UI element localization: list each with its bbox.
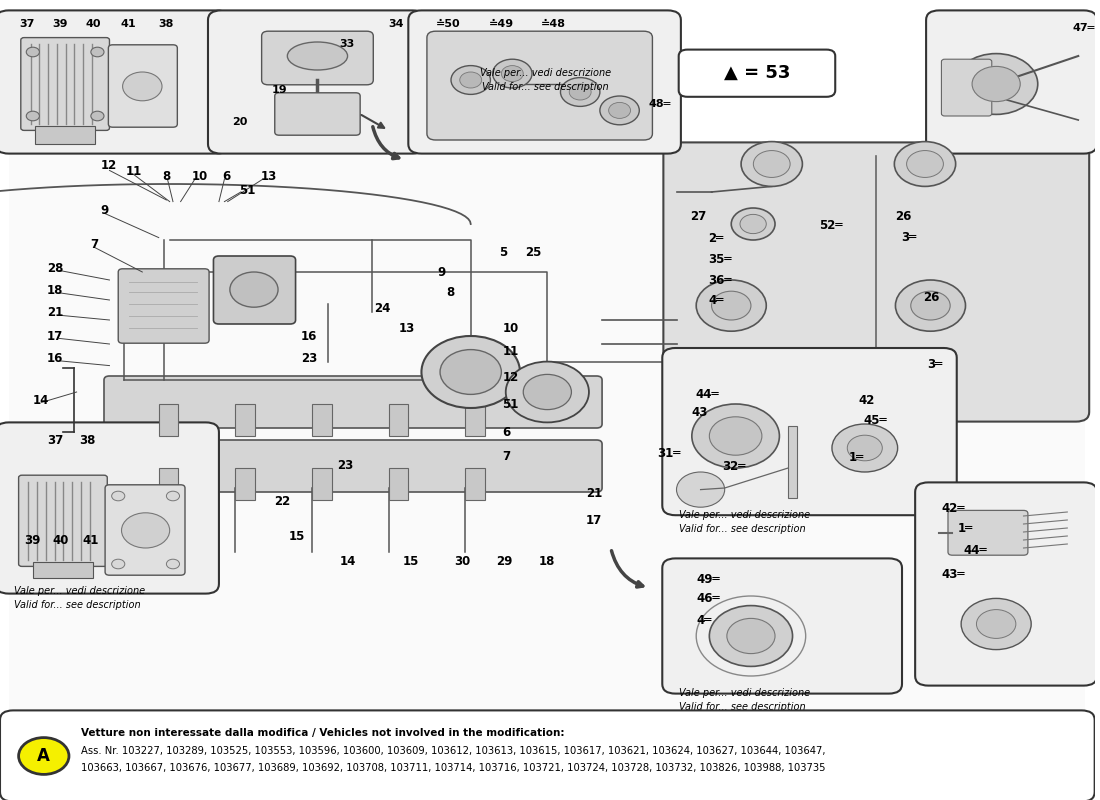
Circle shape	[676, 472, 725, 507]
Text: 29: 29	[496, 555, 513, 568]
FancyBboxPatch shape	[662, 558, 902, 694]
Text: 11: 11	[503, 346, 519, 358]
Text: 4═: 4═	[708, 294, 724, 307]
Circle shape	[166, 491, 179, 501]
Text: 1═: 1═	[848, 451, 864, 464]
Text: 25: 25	[526, 246, 542, 258]
Text: 17: 17	[585, 514, 602, 526]
Text: 18: 18	[47, 284, 64, 297]
Text: 47═: 47═	[1072, 23, 1096, 33]
Circle shape	[692, 404, 780, 468]
Text: 52═: 52═	[818, 219, 843, 232]
Bar	[158, 404, 178, 436]
Circle shape	[895, 280, 966, 331]
Text: 8: 8	[162, 170, 170, 183]
Text: ▲ = 53: ▲ = 53	[724, 64, 790, 82]
Circle shape	[112, 491, 124, 501]
Circle shape	[732, 208, 775, 240]
Bar	[9, 148, 1085, 720]
Text: 14: 14	[33, 394, 50, 406]
Circle shape	[832, 424, 898, 472]
Bar	[158, 468, 178, 500]
FancyBboxPatch shape	[948, 510, 1027, 555]
Text: 2═: 2═	[708, 232, 724, 245]
Circle shape	[741, 142, 802, 186]
Text: 38: 38	[79, 434, 96, 446]
Text: 44═: 44═	[964, 544, 987, 557]
Text: Ass. Nr. 103227, 103289, 103525, 103553, 103596, 103600, 103609, 103612, 103613,: Ass. Nr. 103227, 103289, 103525, 103553,…	[81, 746, 825, 755]
Circle shape	[451, 66, 491, 94]
Text: 37: 37	[20, 19, 35, 29]
Text: 10: 10	[191, 170, 208, 183]
Circle shape	[696, 280, 767, 331]
Text: 9: 9	[101, 204, 109, 217]
Bar	[388, 404, 408, 436]
Text: 51: 51	[503, 398, 519, 411]
Text: 11: 11	[125, 165, 142, 178]
Text: Vale per... vedi descrizione
Valid for... see description: Vale per... vedi descrizione Valid for..…	[679, 510, 810, 534]
Text: 41: 41	[82, 534, 99, 546]
Text: 41: 41	[120, 19, 136, 29]
Text: 28: 28	[47, 262, 64, 274]
Text: 8: 8	[447, 286, 455, 298]
Text: 38: 38	[158, 19, 174, 29]
FancyBboxPatch shape	[104, 376, 602, 428]
Bar	[312, 404, 332, 436]
Text: 33: 33	[339, 39, 354, 49]
Circle shape	[740, 214, 767, 234]
Text: 3═: 3═	[901, 231, 916, 244]
Circle shape	[569, 84, 591, 100]
Text: 5: 5	[499, 246, 507, 258]
Circle shape	[608, 102, 630, 118]
Circle shape	[524, 374, 571, 410]
FancyBboxPatch shape	[427, 31, 652, 140]
FancyBboxPatch shape	[679, 50, 835, 97]
FancyBboxPatch shape	[109, 45, 177, 127]
FancyBboxPatch shape	[262, 31, 373, 85]
Text: ≐49: ≐49	[490, 19, 515, 29]
Text: 7: 7	[90, 238, 98, 250]
Circle shape	[26, 47, 40, 57]
Circle shape	[961, 598, 1031, 650]
Text: 23: 23	[338, 459, 353, 472]
Circle shape	[460, 72, 482, 88]
Text: 43: 43	[692, 406, 708, 419]
Circle shape	[600, 96, 639, 125]
FancyBboxPatch shape	[663, 142, 1089, 422]
Text: 26: 26	[923, 291, 939, 304]
Text: 16: 16	[301, 330, 318, 342]
FancyBboxPatch shape	[408, 10, 681, 154]
Text: 20: 20	[232, 117, 248, 126]
Text: 23: 23	[301, 352, 317, 365]
Text: 34: 34	[388, 19, 404, 29]
Circle shape	[440, 350, 502, 394]
Text: 40: 40	[86, 19, 101, 29]
FancyBboxPatch shape	[208, 10, 426, 154]
Text: 39: 39	[24, 534, 41, 546]
Text: 46═: 46═	[696, 592, 719, 605]
Text: 37: 37	[47, 434, 64, 446]
Bar	[312, 468, 332, 500]
Text: 31═: 31═	[657, 447, 680, 460]
Circle shape	[502, 66, 524, 82]
Circle shape	[19, 738, 69, 774]
Circle shape	[712, 291, 751, 320]
Text: 48═: 48═	[648, 99, 670, 109]
Text: passionedellasupersport: passionedellasupersport	[321, 307, 773, 589]
Circle shape	[121, 513, 169, 548]
Text: 103663, 103667, 103676, 103677, 103689, 103692, 103708, 103711, 103714, 103716, : 103663, 103667, 103676, 103677, 103689, …	[81, 763, 825, 773]
Circle shape	[754, 150, 790, 178]
Circle shape	[847, 435, 882, 461]
Circle shape	[91, 111, 104, 121]
Text: 16: 16	[47, 352, 64, 365]
Text: 15: 15	[289, 530, 306, 542]
Text: ≐50: ≐50	[436, 19, 460, 29]
Circle shape	[421, 336, 520, 408]
Text: 32═: 32═	[723, 460, 746, 473]
Circle shape	[91, 47, 104, 57]
Circle shape	[727, 618, 776, 654]
Text: 12: 12	[503, 371, 519, 384]
Text: 44═: 44═	[695, 388, 718, 401]
Text: 17: 17	[47, 330, 64, 342]
